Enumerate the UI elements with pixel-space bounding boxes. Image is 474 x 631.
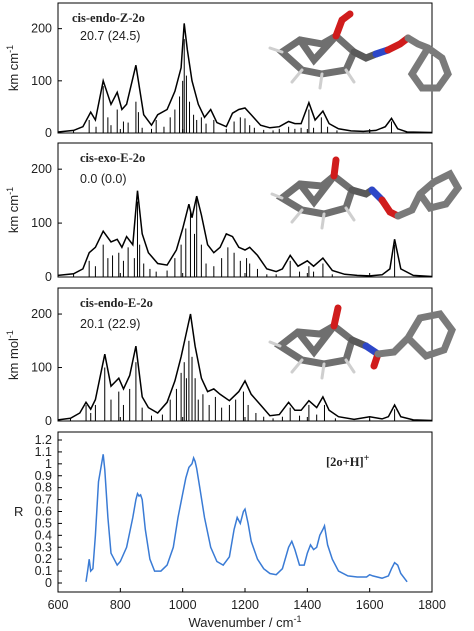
y-tick-label: 0.7 [35,493,52,507]
y-tick-label: 0.2 [35,552,52,566]
x-tick-label: 800 [110,598,131,612]
broadened-spectrum-line [57,313,433,422]
molecule-structure-cis-exo-e [270,156,463,230]
relative-energy: 20.7 (24.5) [80,29,140,43]
y-ticks: 0 100 200 [31,22,62,140]
y-tick-label: 100 [31,216,52,230]
y-tick-label: 200 [31,162,52,176]
broadened-spectrum-line [57,23,433,134]
x-tick-label: 1200 [231,598,259,612]
calc-panel-cis-exo-e: cis-exo-E-2o 0.0 (0.0) km cm-1 0 100 200 [5,142,463,284]
x-axis: 600 800 1000 1200 1400 1600 1800 Wavenumber / … [48,129,446,630]
y-tick-label: 0 [45,414,52,428]
stick-spectrum [69,340,396,421]
x-tick-label: 1800 [418,598,446,612]
y-ticks: 0 100 200 [31,162,62,284]
y-tick-label: 100 [31,74,52,88]
x-axis-label: Wavenumber / cm-1 [188,614,301,630]
x-tick-labels: 600 800 1000 1200 1400 1600 1800 [48,129,446,612]
x-tick-label: 1400 [293,598,321,612]
conformer-name: cis-exo-E-2o [80,151,145,165]
y-tick-label: 1.1 [35,445,52,459]
ion-legend: [2o+H]+ [326,453,370,469]
y-tick-label: 1 [45,457,52,471]
y-axis-label: km cm-1 [5,45,21,91]
y-tick-label: 0.3 [35,540,52,554]
y-tick-label: 0 [45,270,52,284]
y-tick-label: 0.6 [35,505,52,519]
conformer-name: cis-endo-E-2o [80,296,153,310]
y-tick-label: 0.9 [35,469,52,483]
relative-energy: 20.1 (22.9) [80,317,140,331]
y-tick-label: 200 [31,22,52,36]
y-tick-label: 1.2 [35,433,52,447]
calc-panel-cis-endo-z: cis-endo-Z-2o 20.7 (24.5) km cm-1 0 100 20… [5,2,452,140]
broadened-spectrum-line [57,190,433,278]
stick-spectrum [73,39,392,133]
relative-energy: 0.0 (0.0) [80,172,127,186]
y-tick-label: 0 [45,576,52,590]
calc-panel-cis-endo-e: cis-endo-E-2o 20.1 (22.9) km mol-1 0 100 2… [5,287,456,428]
y-tick-label: 100 [31,361,52,375]
y-axis-label: km mol-1 [5,330,21,380]
y-tick-label: 0.4 [35,528,52,542]
y-tick-label: 200 [31,307,52,321]
experimental-spectrum-line [85,454,408,583]
x-tick-label: 1600 [356,598,384,612]
y-tick-label: 0.5 [35,516,52,530]
stick-spectrum [73,196,396,277]
x-tick-label: 600 [48,598,69,612]
y-ticks: 0 100 200 [31,307,62,428]
x-tick-label: 1000 [169,598,197,612]
y-tick-label: 0.1 [35,564,52,578]
experimental-panel: R [2o+H]+ 00.10.20.30.40.50.60.70.80.911… [14,431,433,593]
molecule-structure-cis-endo-e [268,304,456,380]
conformer-name: cis-endo-Z-2o [72,11,145,25]
y-ticks: 00.10.20.30.40.50.60.70.80.911.11.2 [35,433,62,590]
y-tick-label: 0 [45,126,52,140]
molecule-structure-cis-endo-z [268,10,452,92]
y-tick-label: 0.8 [35,481,52,495]
y-axis-label: km cm-1 [5,187,21,233]
y-axis-label: R [14,504,23,519]
